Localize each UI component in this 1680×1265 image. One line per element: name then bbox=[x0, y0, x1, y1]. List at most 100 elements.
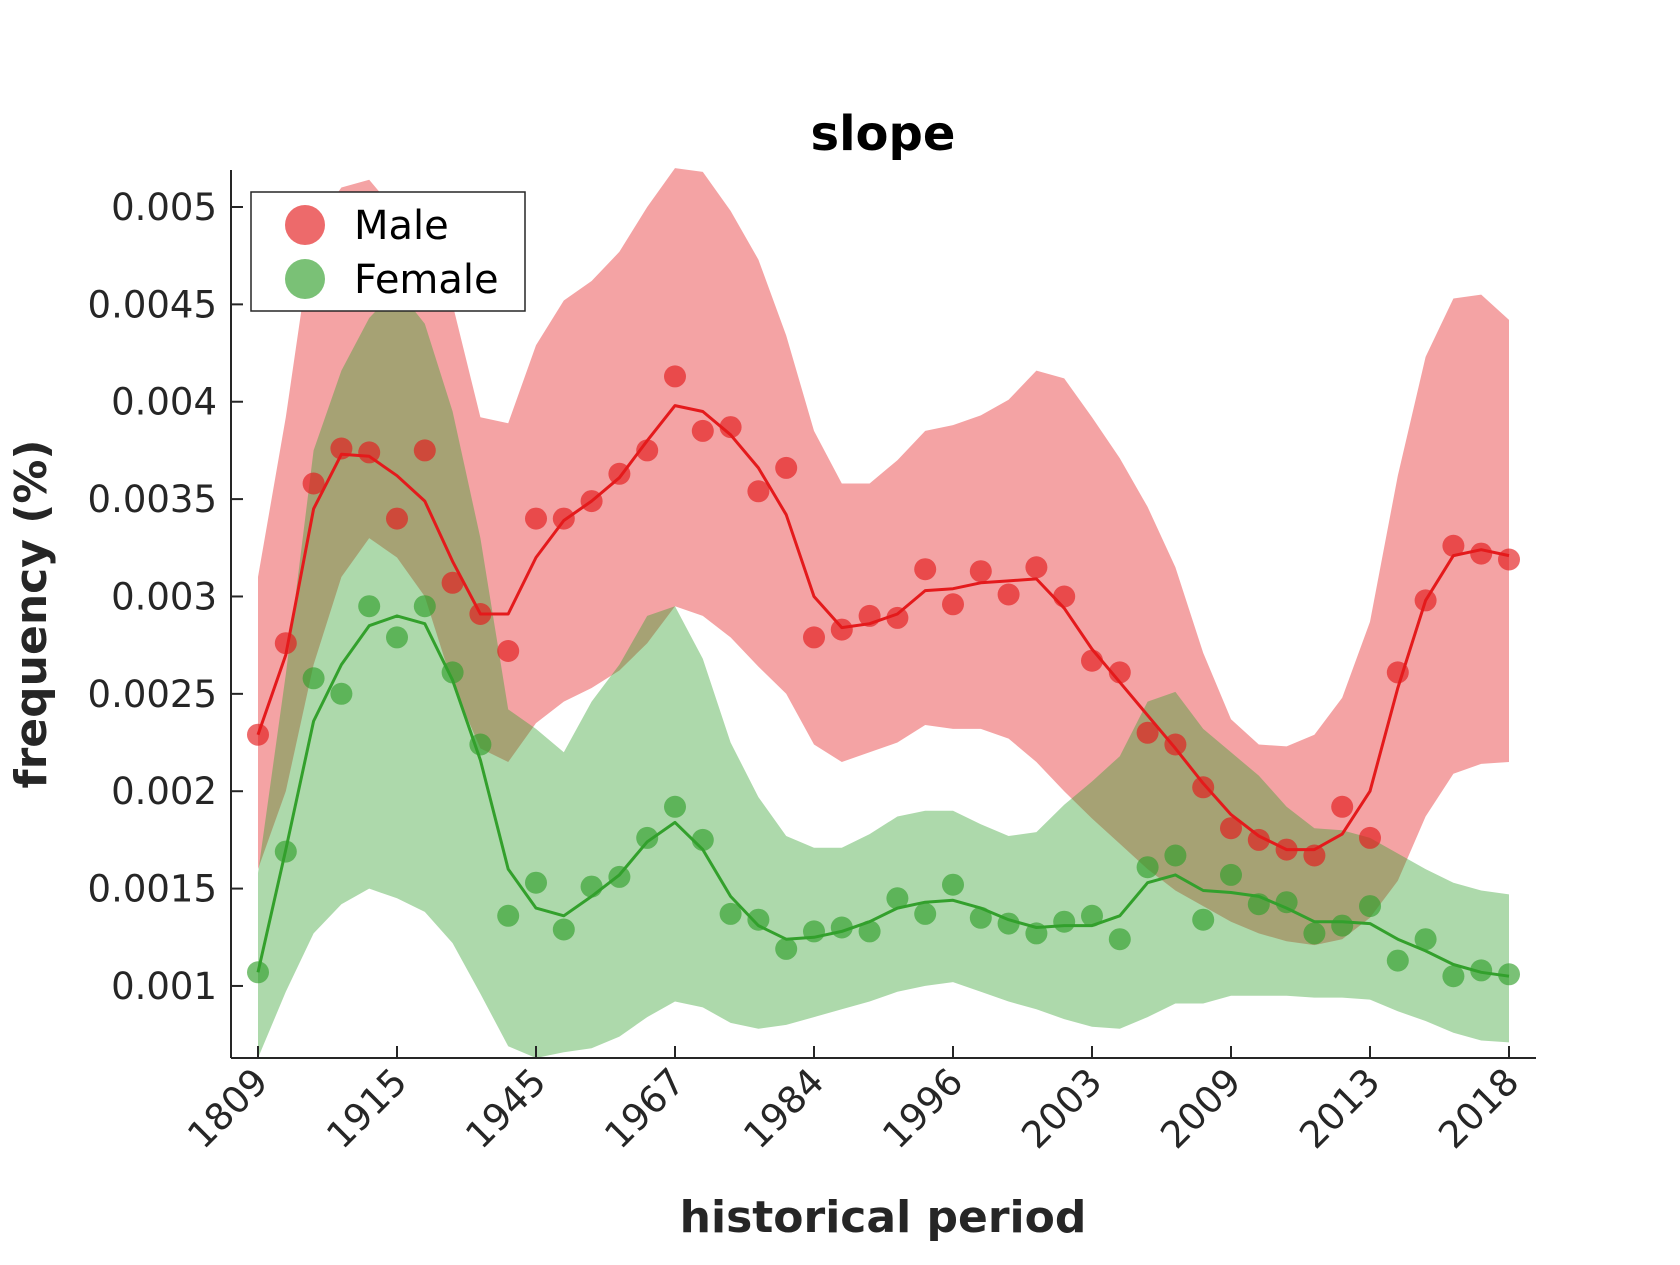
point-male bbox=[1331, 795, 1354, 818]
point-female bbox=[608, 865, 631, 888]
point-female bbox=[1164, 844, 1187, 867]
point-male bbox=[1025, 556, 1048, 579]
point-female bbox=[1220, 863, 1242, 886]
y-tick-label: 0.003 bbox=[111, 575, 217, 618]
y-tick-label: 0.0025 bbox=[88, 673, 217, 716]
point-male bbox=[691, 419, 714, 442]
x-axis-title: historical period bbox=[680, 1192, 1087, 1243]
point-female bbox=[1081, 904, 1103, 927]
y-tick-label: 0.0045 bbox=[88, 283, 217, 326]
mean-lines bbox=[256, 404, 1510, 978]
point-male bbox=[1192, 776, 1215, 799]
point-male bbox=[413, 439, 436, 462]
band-female bbox=[258, 288, 1509, 1058]
legend-marker-male bbox=[285, 205, 325, 245]
point-female bbox=[1470, 959, 1493, 982]
point-female bbox=[719, 902, 742, 925]
y-tick-label: 0.005 bbox=[111, 186, 217, 229]
legend: Male Female bbox=[250, 191, 526, 312]
point-male bbox=[942, 593, 964, 616]
point-male bbox=[441, 571, 464, 594]
legend-marker-female bbox=[285, 259, 325, 299]
point-male bbox=[525, 507, 547, 530]
point-female bbox=[358, 595, 381, 618]
band-male bbox=[258, 168, 1509, 946]
point-female bbox=[1192, 908, 1215, 931]
point-female bbox=[747, 908, 770, 931]
point-male bbox=[803, 626, 825, 649]
point-female bbox=[330, 682, 353, 705]
legend-label-female: Female bbox=[354, 257, 499, 303]
chart-title: slope bbox=[811, 106, 956, 162]
point-male bbox=[302, 472, 325, 495]
point-male bbox=[247, 723, 269, 746]
point-female bbox=[1498, 963, 1520, 986]
point-male bbox=[1164, 733, 1187, 756]
point-male bbox=[1053, 585, 1076, 608]
point-female bbox=[858, 920, 881, 943]
y-tick-label: 0.004 bbox=[111, 381, 217, 424]
point-male bbox=[1081, 649, 1103, 672]
point-male bbox=[552, 507, 575, 530]
point-female bbox=[803, 920, 825, 943]
point-male bbox=[330, 437, 353, 460]
mean-line-female bbox=[256, 614, 1510, 978]
y-tick-label: 0.0015 bbox=[88, 868, 217, 911]
legend-label-male: Male bbox=[354, 203, 449, 249]
point-female bbox=[914, 902, 937, 925]
point-male bbox=[1414, 589, 1437, 612]
point-female bbox=[1303, 922, 1326, 945]
point-female bbox=[1414, 928, 1437, 951]
point-female bbox=[580, 875, 603, 898]
point-male bbox=[469, 603, 492, 625]
data-points bbox=[247, 365, 1520, 988]
point-female bbox=[969, 906, 992, 929]
point-male bbox=[1442, 534, 1465, 557]
confidence-bands bbox=[258, 168, 1509, 1058]
point-male bbox=[608, 462, 631, 485]
point-male bbox=[719, 416, 742, 439]
y-tick-label: 0.001 bbox=[111, 965, 217, 1008]
y-tick-label: 0.0035 bbox=[88, 478, 217, 521]
point-female bbox=[1275, 891, 1298, 914]
point-female bbox=[441, 661, 464, 684]
point-male bbox=[1498, 548, 1520, 571]
point-female bbox=[664, 795, 686, 818]
point-male bbox=[997, 583, 1020, 606]
point-male bbox=[858, 604, 881, 627]
point-female bbox=[636, 826, 659, 849]
point-male bbox=[886, 606, 909, 629]
point-male bbox=[1136, 721, 1159, 744]
y-tick-label: 0.002 bbox=[111, 770, 217, 813]
point-female bbox=[691, 828, 714, 851]
point-female bbox=[886, 887, 909, 910]
point-female bbox=[942, 873, 964, 896]
point-male bbox=[914, 558, 937, 581]
point-female bbox=[1053, 910, 1076, 933]
point-male bbox=[1247, 828, 1270, 851]
point-female bbox=[302, 667, 325, 690]
y-axis-ticks: 0.001 0.0015 0.002 0.0025 0.003 0.0035 0.004 0.… bbox=[88, 186, 243, 1008]
point-male bbox=[830, 618, 853, 641]
point-male bbox=[1359, 826, 1381, 849]
point-male bbox=[1386, 661, 1409, 684]
point-male bbox=[1220, 817, 1242, 840]
point-female bbox=[1331, 914, 1354, 937]
point-female bbox=[1247, 893, 1270, 916]
mean-line-male bbox=[256, 404, 1510, 852]
point-male bbox=[636, 439, 659, 462]
point-female bbox=[830, 916, 853, 939]
point-male bbox=[580, 490, 603, 513]
point-male bbox=[1470, 542, 1493, 565]
point-male bbox=[386, 507, 408, 530]
point-male bbox=[664, 365, 686, 388]
point-female bbox=[1025, 922, 1048, 945]
y-axis-title: frequency (%) bbox=[6, 439, 57, 788]
point-female bbox=[247, 961, 269, 984]
point-female bbox=[997, 912, 1020, 935]
point-male bbox=[775, 456, 798, 479]
point-female bbox=[525, 871, 547, 894]
point-female bbox=[1386, 949, 1409, 972]
point-female bbox=[1442, 965, 1465, 988]
